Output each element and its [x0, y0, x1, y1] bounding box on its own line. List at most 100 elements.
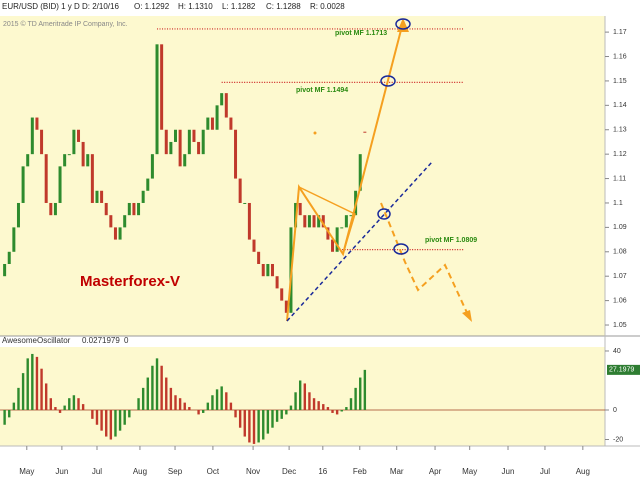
x-tick-label: May [462, 467, 477, 476]
bar [58, 410, 62, 413]
current-value-box [607, 364, 640, 375]
bar [220, 386, 223, 410]
candle [53, 202, 57, 216]
x-tick-label: Jul [92, 467, 102, 476]
candle [26, 154, 30, 167]
bar [280, 410, 283, 419]
orange-projection [286, 29, 402, 322]
bar [188, 407, 191, 410]
candle [3, 263, 7, 277]
candle [192, 129, 196, 142]
candle [335, 227, 339, 252]
bar [160, 365, 163, 410]
oscillator-readout: 0 [124, 336, 129, 345]
y-tick-label: 1.14 [613, 102, 627, 109]
marker-ellipse [393, 243, 409, 255]
x-tick-label: Oct [207, 467, 220, 476]
bar [81, 404, 85, 410]
bar [8, 410, 11, 418]
bar [202, 410, 205, 413]
bar [243, 410, 246, 437]
candle [146, 178, 150, 191]
candle [201, 129, 205, 155]
bar [31, 353, 34, 410]
candle [72, 129, 76, 155]
bar [12, 402, 16, 410]
bar [91, 410, 94, 419]
symbol: EUR/USD (BID) 1 y D [2, 2, 80, 11]
candle [16, 202, 20, 228]
bar [72, 395, 76, 410]
y-tick-label: 1.08 [613, 249, 627, 256]
candle [77, 129, 81, 142]
bar [174, 395, 177, 410]
orange-wave [298, 186, 356, 255]
candle [206, 117, 210, 130]
copyright: 2015 © TD Ameritrade IP Company, Inc. [3, 20, 128, 28]
x-tick-label: May [19, 467, 34, 476]
candle [220, 93, 224, 106]
header: EUR/USD (BID) 1 y D D: 2/10/16 O: 1.1292… [2, 2, 345, 11]
price-panel [0, 16, 605, 336]
candle [210, 117, 214, 130]
candle [86, 154, 90, 167]
bar [317, 401, 320, 410]
candle [7, 251, 11, 264]
candle [90, 154, 94, 203]
candle [331, 239, 335, 252]
candle [109, 215, 113, 228]
bar [234, 410, 237, 418]
bar [303, 383, 307, 410]
y-tick-label: 1.09 [613, 224, 627, 231]
pivot-label: pivot MF 1.0809 [425, 237, 477, 244]
range: R: 0.0028 [310, 2, 345, 11]
bar [266, 410, 270, 434]
bar [298, 380, 302, 410]
bar [63, 405, 66, 410]
trend-line [286, 161, 433, 322]
bar [257, 410, 260, 443]
candle [169, 141, 173, 155]
candle [183, 154, 187, 167]
bar [141, 387, 145, 410]
date: D: 2/10/16 [82, 2, 119, 11]
candle [155, 44, 159, 155]
bar [335, 410, 339, 415]
candle [35, 117, 39, 130]
candle [141, 190, 145, 203]
candle [132, 202, 136, 216]
bar [68, 398, 71, 410]
bar [211, 395, 214, 410]
pivot-label: pivot MF 1.1494 [296, 87, 348, 94]
y-tick-label: 40 [613, 348, 621, 355]
y-tick-label: 1.11 [613, 175, 626, 182]
bar [183, 402, 186, 410]
candle [81, 141, 85, 167]
candle [238, 178, 242, 203]
candle [63, 154, 67, 167]
x-tick-label: Nov [246, 467, 260, 476]
bar [118, 410, 122, 431]
x-tick-label: Jun [502, 467, 515, 476]
candle [164, 129, 168, 155]
bar [109, 410, 113, 440]
candle [113, 227, 117, 240]
candle [118, 227, 122, 240]
high: H: 1.1310 [178, 2, 213, 11]
bar [326, 407, 330, 410]
y-tick-label: 1.17 [613, 29, 627, 36]
y-tick-label: 0 [613, 407, 617, 414]
candle [270, 263, 274, 277]
candle [44, 154, 48, 203]
bar [49, 398, 53, 410]
candle [187, 129, 191, 155]
bar [229, 402, 233, 410]
bar [252, 410, 256, 444]
bar [206, 402, 210, 410]
bar [26, 358, 29, 410]
candle [40, 129, 44, 155]
bar [340, 410, 343, 412]
candle [49, 202, 53, 216]
candle [58, 166, 62, 203]
